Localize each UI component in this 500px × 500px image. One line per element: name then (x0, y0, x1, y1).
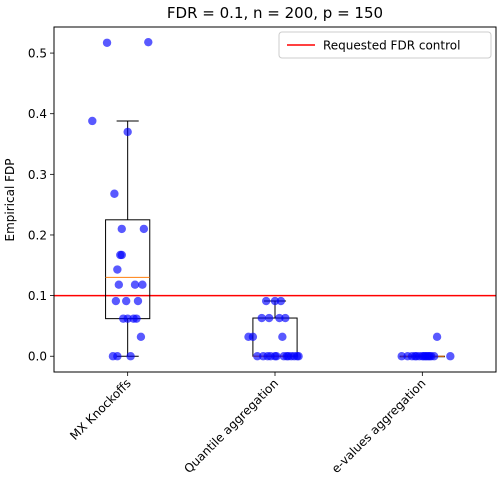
data-point (126, 352, 135, 361)
data-point (257, 313, 266, 323)
chart-title: FDR = 0.1, n = 200, p = 150 (167, 4, 383, 22)
data-point (113, 265, 122, 274)
data-point (282, 352, 291, 361)
data-point (410, 352, 420, 361)
data-point (110, 189, 119, 198)
data-point (123, 127, 132, 137)
data-point (144, 37, 153, 47)
chart-marks (54, 37, 496, 361)
data-point (270, 296, 280, 306)
data-point (111, 296, 121, 306)
data-point (278, 332, 287, 342)
y-tick-label: 0.5 (28, 47, 47, 61)
y-tick-label: 0.2 (28, 228, 47, 242)
data-point (113, 352, 122, 361)
legend: Requested FDR control (278, 31, 492, 59)
legend-frame (278, 31, 492, 59)
data-point (123, 314, 132, 323)
legend-label: Requested FDR control (323, 39, 460, 53)
points-3 (397, 332, 455, 361)
y-axis-label: Empirical FDP (3, 159, 17, 242)
data-point (88, 116, 97, 126)
data-point (132, 314, 141, 323)
data-point (397, 352, 406, 361)
y-tick-label: 0.1 (28, 289, 47, 303)
data-point (130, 280, 140, 289)
data-point (275, 313, 284, 323)
data-point (139, 224, 149, 234)
data-point (117, 224, 126, 234)
data-point (276, 296, 286, 306)
data-point (446, 352, 455, 361)
data-point (292, 352, 302, 361)
data-point (261, 296, 271, 306)
data-point (281, 313, 290, 323)
y-tick-label: 0.3 (28, 168, 47, 182)
points-2 (244, 296, 303, 361)
data-point (425, 352, 434, 361)
data-point (248, 332, 258, 342)
y-tick-label: 0.0 (28, 350, 47, 364)
data-point (114, 280, 124, 289)
data-point (116, 250, 125, 260)
data-point (403, 352, 412, 361)
data-point (270, 352, 280, 361)
y-tick-label: 0.4 (28, 107, 47, 121)
data-point (121, 296, 131, 306)
data-point (136, 332, 146, 342)
data-point (263, 352, 272, 361)
data-point (253, 352, 262, 361)
data-point (432, 332, 442, 342)
data-point (138, 280, 147, 289)
data-point (102, 38, 112, 47)
data-point (264, 313, 274, 323)
points-1 (88, 37, 153, 361)
data-point (133, 296, 143, 306)
